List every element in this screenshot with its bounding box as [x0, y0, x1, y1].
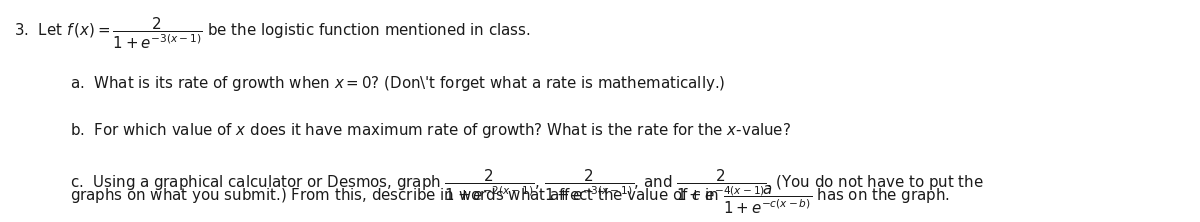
Text: 3.  Let $f\,(x) = \dfrac{2}{1+e^{-3(x-1)}}$ be the logistic function mentioned i: 3. Let $f\,(x) = \dfrac{2}{1+e^{-3(x-1)}…	[14, 16, 530, 51]
Text: graphs on what you submit.) From this, describe in words what affect the value o: graphs on what you submit.) From this, d…	[70, 184, 949, 216]
Text: c.  Using a graphical calculator or Desmos, graph $\dfrac{2}{1+e^{-2(x-1)}}$, $\: c. Using a graphical calculator or Desmo…	[70, 168, 984, 203]
Text: a.  What is its rate of growth when $x = 0$? (Don\'t forget what a rate is mathe: a. What is its rate of growth when $x = …	[70, 74, 725, 93]
Text: b.  For which value of $x$ does it have maximum rate of growth? What is the rate: b. For which value of $x$ does it have m…	[70, 121, 791, 140]
